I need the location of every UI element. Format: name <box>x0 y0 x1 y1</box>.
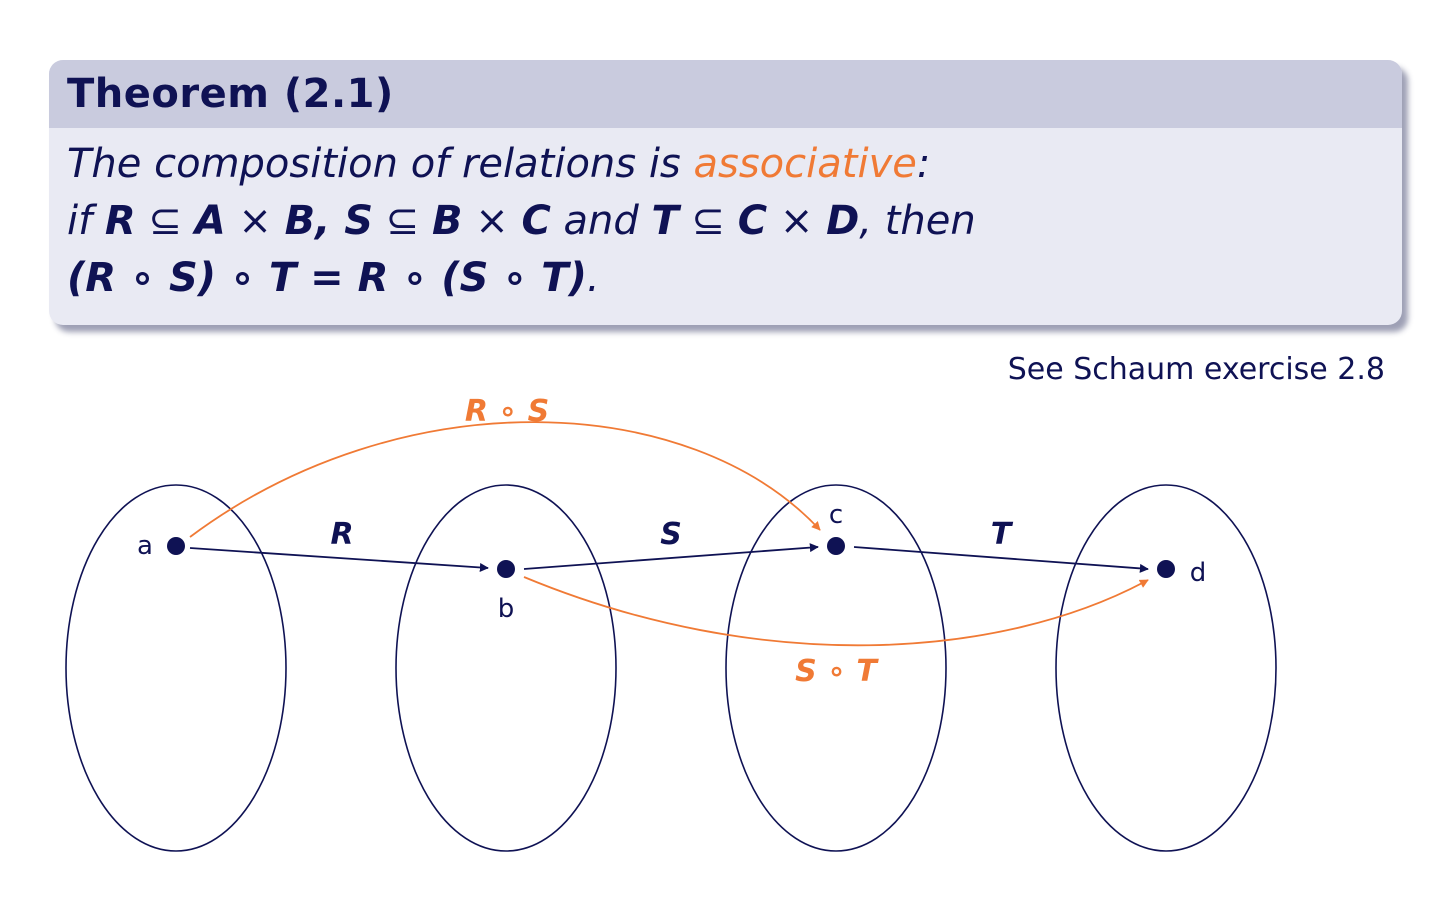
theorem-line-2: if R ⊆ A × B, S ⊆ B × C and T ⊆ C × D, t… <box>67 193 1402 250</box>
label-R: R <box>330 517 353 552</box>
theorem-line-3: (R ∘ S) ∘ T = R ∘ (S ∘ T). <box>67 250 1402 307</box>
associative-highlight: associative <box>693 141 917 187</box>
point-label-a: a <box>137 531 153 561</box>
symbol-B: B <box>284 198 316 244</box>
point-a <box>167 537 185 555</box>
times-symbol: × <box>767 198 827 244</box>
symbol-S: S <box>344 198 374 244</box>
point-label-d: d <box>1190 558 1207 588</box>
if-word: if <box>67 198 105 244</box>
arrow-T <box>853 546 1149 573</box>
symbol-A: A <box>194 198 226 244</box>
symbol-R: R <box>104 198 136 244</box>
theorem-block: Theorem (2.1) The composition of relatio… <box>49 60 1402 325</box>
theorem-header: Theorem (2.1) <box>49 60 1402 128</box>
arrow-S-compose-T <box>523 576 1149 647</box>
set-A <box>65 484 287 852</box>
theorem-body: The composition of relations is associat… <box>49 128 1402 307</box>
associativity-equation: (R ∘ S) ∘ T = R ∘ (S ∘ T) <box>67 255 587 301</box>
symbol-D: D <box>826 198 860 244</box>
set-D <box>1055 484 1277 852</box>
then-word: , then <box>859 198 976 244</box>
point-label-b: b <box>498 594 515 624</box>
point-b <box>497 560 515 578</box>
set-C <box>725 484 947 852</box>
arrow-R-compose-S <box>189 421 821 538</box>
symbol-C: C <box>737 198 768 244</box>
point-d <box>1157 560 1175 578</box>
schaum-reference: See Schaum exercise 2.8 <box>1007 352 1385 387</box>
label-S: S <box>660 517 682 552</box>
label-R-compose-S: R ∘ S <box>465 394 549 429</box>
point-c <box>827 537 845 555</box>
theorem-title: Theorem (2.1) <box>67 71 394 117</box>
subset-symbol: ⊆ <box>678 198 738 244</box>
point-label-c: c <box>829 500 843 530</box>
line1-suffix: : <box>916 141 931 187</box>
times-symbol: × <box>225 198 285 244</box>
label-T: T <box>991 517 1014 552</box>
symbol-B: B <box>432 198 463 244</box>
symbol-C: C <box>521 198 551 244</box>
set-B <box>395 484 617 852</box>
subset-symbol: ⊆ <box>135 198 195 244</box>
theorem-line-1: The composition of relations is associat… <box>67 136 1402 193</box>
times-symbol: × <box>462 198 522 244</box>
arrow-S <box>523 543 819 570</box>
label-S-compose-T: S ∘ T <box>795 654 879 689</box>
comma: , <box>315 198 345 244</box>
subset-symbol: ⊆ <box>373 198 432 244</box>
symbol-T: T <box>651 198 679 244</box>
line3-period: . <box>586 255 600 301</box>
line1-prefix: The composition of relations is <box>67 141 694 187</box>
arrow-R <box>189 547 489 572</box>
and-word: and <box>550 198 652 244</box>
